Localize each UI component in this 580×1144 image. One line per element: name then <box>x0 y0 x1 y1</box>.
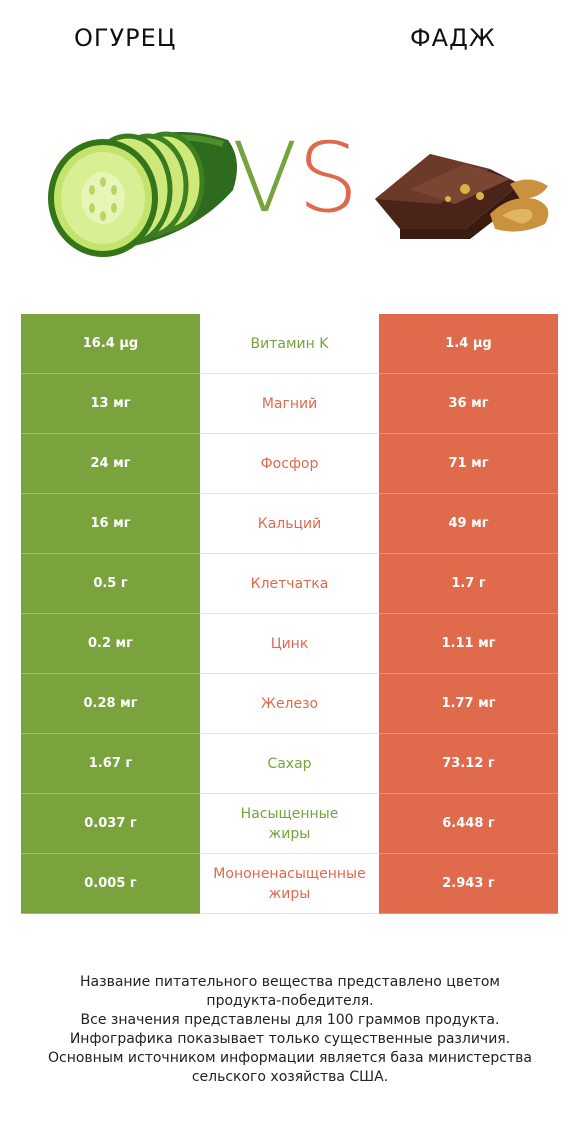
table-row: 16.4 µg Витамин K 1.4 µg <box>21 314 558 374</box>
left-value: 0.037 г <box>21 794 200 854</box>
right-value: 1.11 мг <box>379 614 558 674</box>
nutrient-name: Мононенасыщенные жиры <box>200 854 379 914</box>
left-product-title: ОГУРЕЦ <box>74 24 177 52</box>
left-value: 13 мг <box>21 374 200 434</box>
right-value: 1.77 мг <box>379 674 558 734</box>
nutrient-name: Железо <box>200 674 379 734</box>
cucumber-image <box>48 131 237 257</box>
left-value: 0.005 г <box>21 854 200 914</box>
table-row: 0.037 г Насыщенные жиры 6.448 г <box>21 794 558 854</box>
nutrient-name: Фосфор <box>200 434 379 494</box>
left-value: 24 мг <box>21 434 200 494</box>
footer-line: Название питательного вещества представл… <box>80 974 500 990</box>
table-row: 0.2 мг Цинк 1.11 мг <box>21 614 558 674</box>
right-value: 49 мг <box>379 494 558 554</box>
vs-s-letter: S <box>297 122 359 234</box>
right-value: 73.12 г <box>379 734 558 794</box>
footer-line: Основным источником информации является … <box>48 1050 532 1066</box>
right-value: 1.4 µg <box>379 314 558 374</box>
right-value: 71 мг <box>379 434 558 494</box>
right-value: 6.448 г <box>379 794 558 854</box>
right-value: 1.7 г <box>379 554 558 614</box>
left-value: 16 мг <box>21 494 200 554</box>
table-row: 16 мг Кальций 49 мг <box>21 494 558 554</box>
right-value: 36 мг <box>379 374 558 434</box>
nutrient-name: Насыщенные жиры <box>200 794 379 854</box>
table-row: 13 мг Магний 36 мг <box>21 374 558 434</box>
table-row: 1.67 г Сахар 73.12 г <box>21 734 558 794</box>
footer-line: продукта-победителя. <box>206 993 374 1009</box>
nutrient-comparison-table: 16.4 µg Витамин K 1.4 µg 13 мг Магний 36 мг 24… <box>21 314 558 914</box>
footer-line: Все значения представлены для 100 граммо… <box>80 1012 500 1028</box>
table-row: 0.005 г Мононенасыщенные жиры 2.943 г <box>21 854 558 914</box>
table-row: 0.28 мг Железо 1.77 мг <box>21 674 558 734</box>
nutrient-name: Кальций <box>200 494 379 554</box>
table-row: 24 мг Фосфор 71 мг <box>21 434 558 494</box>
footer-line: сельского хозяйства США. <box>191 1069 389 1085</box>
comparison-header: ОГУРЕЦ ФАДЖ VS <box>0 0 580 300</box>
nutrient-name: Клетчатка <box>200 554 379 614</box>
vs-v-letter: V <box>232 122 298 234</box>
left-value: 0.5 г <box>21 554 200 614</box>
footer-line: Инфографика показывает только существенн… <box>69 1031 511 1047</box>
right-value: 2.943 г <box>379 854 558 914</box>
vs-label: VS <box>232 130 359 226</box>
footer-notes: Название питательного вещества представл… <box>0 973 580 1087</box>
left-value: 1.67 г <box>21 734 200 794</box>
right-product-title: ФАДЖ <box>410 24 496 52</box>
nutrient-name: Магний <box>200 374 379 434</box>
nutrient-name: Витамин K <box>200 314 379 374</box>
left-value: 0.28 мг <box>21 674 200 734</box>
nutrient-name: Сахар <box>200 734 379 794</box>
table-row: 0.5 г Клетчатка 1.7 г <box>21 554 558 614</box>
nutrient-name: Цинк <box>200 614 379 674</box>
left-value: 16.4 µg <box>21 314 200 374</box>
fudge-image <box>375 154 549 239</box>
left-value: 0.2 мг <box>21 614 200 674</box>
